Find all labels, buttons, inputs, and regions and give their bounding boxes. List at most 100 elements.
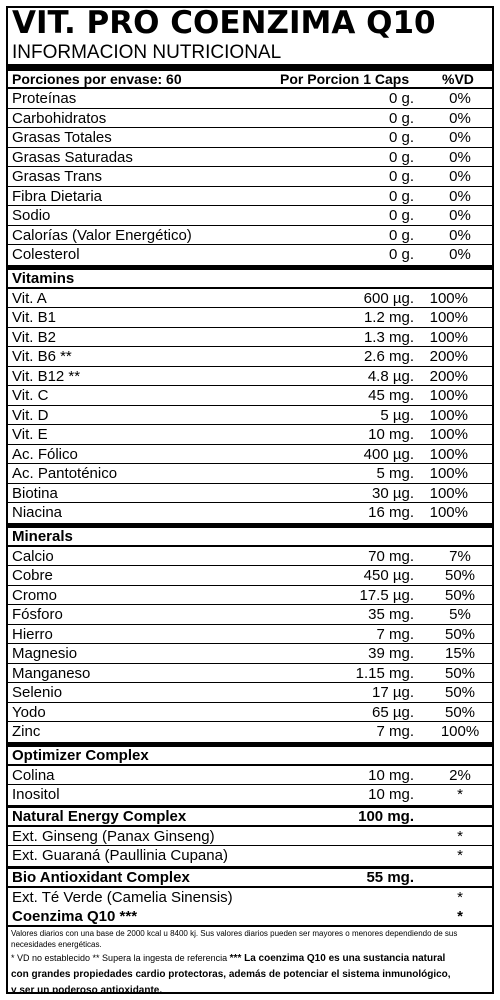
nutrient-row: Vit. B1 1.2 mg. 100% — [8, 308, 492, 328]
coq10-name: Coenzima Q10 *** — [12, 908, 138, 925]
nutrient-daily-value: 0% — [449, 129, 471, 146]
product-title: VIT. PRO COENZIMA Q10 — [12, 6, 436, 41]
nutrient-daily-value: 50% — [444, 586, 476, 604]
nutrient-amount: 17.5 µg. — [359, 586, 414, 604]
nutrient-daily-value: 0% — [449, 207, 471, 224]
nutrient-daily-value: 0% — [449, 226, 471, 244]
nutrient-amount: 0 g. — [388, 246, 414, 263]
nutrient-amount: 0 g. — [388, 187, 414, 205]
section-title-minerals: Minerals — [8, 522, 492, 547]
nutrient-amount: 10 mg. — [368, 766, 414, 784]
energy-title: Natural Energy Complex — [12, 807, 187, 825]
nutrient-daily-value: 100% — [429, 426, 468, 443]
nutrient-row: Vit. B2 1.3 mg. 100% — [8, 328, 492, 347]
nutrient-amount: 0 g. — [388, 129, 414, 146]
nutrient-row: Cromo 17.5 µg. 50% — [8, 586, 492, 605]
nutrient-daily-value: 50% — [444, 567, 476, 584]
section-title-vitamins: Vitamins — [8, 264, 492, 289]
nutrient-daily-value: 0% — [449, 187, 471, 205]
nutrient-name: Sodio — [12, 207, 51, 224]
nutrient-name: Magnesio — [12, 645, 78, 662]
nutrient-daily-value: 0% — [449, 109, 471, 127]
nutrient-row: Niacina 16 mg. 100% — [8, 503, 492, 523]
footnote-coq10: *** La coenzima Q10 es una sustancia nat… — [229, 953, 446, 964]
nutrient-daily-value: 100% — [429, 465, 468, 482]
nutrient-amount: 70 mg. — [368, 547, 414, 565]
nutrient-daily-value: 100% — [429, 387, 468, 404]
nutrient-row: Zinc 7 mg. 100% — [8, 722, 492, 742]
footnote-line-4: y ser un poderoso antioxidante. — [11, 985, 163, 994]
nutrient-amount: 400 µg. — [363, 445, 414, 463]
nutrient-amount: 65 µg. — [371, 703, 414, 721]
nutrient-name: Ac. Fólico — [12, 445, 78, 463]
nutrient-name: Ext. Té Verde (Camelia Sinensis) — [12, 888, 233, 906]
nutrient-name: Vit. B12 ** — [12, 367, 81, 385]
nutrient-name: Ext. Guaraná (Paullinia Cupana) — [12, 847, 228, 864]
bio-list: Ext. Té Verde (Camelia Sinensis) * — [8, 888, 492, 908]
nutrient-name: Manganeso — [12, 664, 91, 682]
footnotes: Valores diarios con una base de 2000 kca… — [8, 925, 492, 994]
nutrient-daily-value: 50% — [444, 703, 476, 721]
nutrient-amount: 30 µg. — [371, 484, 414, 502]
nutrient-name: Colesterol — [12, 246, 80, 263]
vitamins-list: Vit. A 600 µg. 100% Vit. B1 1.2 mg. 100% Vit. … — [8, 289, 492, 523]
nutrient-name: Vit. A — [12, 289, 47, 307]
footnote-asterisks: * VD no establecido ** Supera la ingesta… — [11, 953, 228, 963]
nutrient-amount: 35 mg. — [368, 606, 414, 623]
nutrient-row: Ext. Té Verde (Camelia Sinensis) * — [8, 888, 492, 908]
nutrient-row: Grasas Trans 0 g. 0% — [8, 167, 492, 187]
energy-list: Ext. Ginseng (Panax Ginseng) * Ext. Guaran… — [8, 827, 492, 866]
nutrient-name: Vit. B2 — [12, 328, 56, 346]
nutrient-row: Inositol 10 mg. * — [8, 785, 492, 805]
nutrient-row: Proteínas 0 g. 0% — [8, 89, 492, 109]
nutrient-amount: 45 mg. — [368, 387, 414, 404]
nutrient-amount: 0 g. — [388, 207, 414, 224]
daily-value-header: %VD — [442, 71, 474, 87]
nutrient-daily-value: 50% — [444, 664, 476, 682]
nutrient-amount: 1.15 mg. — [355, 664, 414, 682]
nutrient-daily-value: 100% — [429, 445, 468, 463]
nutrient-row: Calcio 70 mg. 7% — [8, 547, 492, 566]
nutrient-amount: 600 µg. — [363, 289, 414, 307]
footnote-daily-values: Valores diarios con una base de 2000 kca… — [11, 929, 458, 949]
nutrient-row: Yodo 65 µg. 50% — [8, 703, 492, 722]
nutrient-name: Vit. D — [12, 406, 49, 424]
nutrient-name: Selenio — [12, 684, 63, 701]
nutrient-daily-value: 0% — [449, 90, 471, 107]
nutrient-row: Vit. C 45 mg. 100% — [8, 386, 492, 406]
footnote-line-3: con grandes propiedades cardio protector… — [11, 969, 451, 980]
nutrient-name: Cobre — [12, 567, 53, 584]
nutrient-amount: 10 mg. — [368, 786, 414, 803]
nutrient-daily-value: 100% — [429, 328, 468, 346]
coq10-row: Coenzima Q10 *** * — [8, 907, 492, 925]
bio-amount: 55 mg. — [366, 868, 414, 886]
nutrient-daily-value: * — [457, 888, 463, 906]
nutrient-row: Vit. B6 ** 2.6 mg. 200% — [8, 347, 492, 367]
nutrient-name: Fósforo — [12, 606, 63, 623]
nutrient-amount: 5 mg. — [376, 465, 414, 482]
nutrient-daily-value: 200% — [429, 367, 468, 385]
nutrient-row: Fibra Dietaria 0 g. 0% — [8, 187, 492, 206]
nutrient-row: Biotina 30 µg. 100% — [8, 484, 492, 503]
nutrient-row: Ext. Guaraná (Paullinia Cupana) * — [8, 846, 492, 866]
minerals-list: Calcio 70 mg. 7% Cobre 450 µg. 50% Cromo 17.5 µ… — [8, 547, 492, 742]
nutrient-daily-value: 100% — [429, 289, 468, 307]
nutrient-amount: 0 g. — [388, 90, 414, 107]
nutrient-daily-value: 50% — [444, 625, 476, 643]
section-title-energy: Natural Energy Complex 100 mg. — [8, 804, 492, 827]
nutrition-facts-panel: VIT. PRO COENZIMA Q10 INFORMACION NUTRIC… — [6, 6, 494, 994]
nutrient-daily-value: 0% — [449, 148, 471, 166]
nutrient-row: Carbohidratos 0 g. 0% — [8, 109, 492, 128]
nutrient-daily-value: 0% — [449, 168, 471, 185]
optimizer-list: Colina 10 mg. 2% Inositol 10 mg. * — [8, 766, 492, 805]
nutrient-daily-value: 15% — [444, 645, 476, 662]
nutrient-amount: 4.8 µg. — [367, 367, 414, 385]
nutrient-amount: 7 mg. — [376, 625, 414, 643]
nutrient-row: Magnesio 39 mg. 15% — [8, 644, 492, 664]
nutrient-daily-value: 7% — [449, 547, 471, 565]
nutrient-name: Vit. B6 ** — [12, 348, 72, 365]
nutrient-row: Ext. Ginseng (Panax Ginseng) * — [8, 827, 492, 846]
nutrient-daily-value: 100% — [440, 723, 480, 740]
nutrient-name: Inositol — [12, 786, 60, 803]
serving-header: Porciones por envase: 60 Por Porcion 1 C… — [8, 64, 492, 89]
